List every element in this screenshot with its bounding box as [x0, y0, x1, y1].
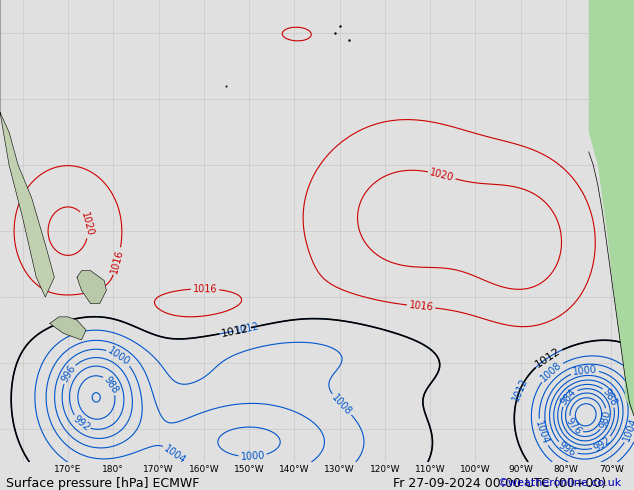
Text: 1012: 1012 — [221, 323, 250, 339]
Text: 170°E: 170°E — [55, 466, 82, 474]
Text: 170°W: 170°W — [143, 466, 174, 474]
Text: 100°W: 100°W — [460, 466, 491, 474]
Text: 1012: 1012 — [235, 321, 261, 336]
Text: 1000: 1000 — [107, 345, 132, 368]
Text: 140°W: 140°W — [279, 466, 309, 474]
Text: 1000: 1000 — [240, 451, 265, 462]
Text: 110°W: 110°W — [415, 466, 446, 474]
Text: 988: 988 — [601, 387, 619, 408]
Text: Fr 27-09-2024 00:00 UTC (00+00): Fr 27-09-2024 00:00 UTC (00+00) — [393, 477, 606, 490]
Polygon shape — [0, 0, 55, 297]
Text: 150°W: 150°W — [234, 466, 264, 474]
Polygon shape — [50, 317, 86, 340]
Text: 980: 980 — [598, 409, 612, 429]
Text: 984: 984 — [559, 387, 578, 407]
Text: 1000: 1000 — [572, 365, 597, 377]
Polygon shape — [589, 0, 634, 416]
Text: 1008: 1008 — [330, 392, 354, 417]
Text: ©weatheronline.co.uk: ©weatheronline.co.uk — [497, 478, 621, 488]
Text: 120°W: 120°W — [370, 466, 400, 474]
Text: 160°W: 160°W — [188, 466, 219, 474]
Text: 976: 976 — [564, 416, 583, 437]
Text: 996: 996 — [557, 440, 578, 458]
Text: 1004: 1004 — [533, 419, 550, 446]
Text: 1012: 1012 — [534, 345, 563, 369]
Text: 80°W: 80°W — [553, 466, 578, 474]
Text: 1004: 1004 — [162, 443, 188, 466]
Text: 1020: 1020 — [79, 211, 95, 237]
Text: 1012: 1012 — [510, 376, 529, 403]
Text: 90°W: 90°W — [508, 466, 533, 474]
Text: 1020: 1020 — [429, 167, 455, 183]
Text: 992: 992 — [592, 435, 612, 453]
Text: 1008: 1008 — [539, 360, 564, 383]
Text: 988: 988 — [102, 374, 120, 395]
Text: 992: 992 — [72, 414, 92, 433]
Text: 180°: 180° — [102, 466, 124, 474]
Text: 130°W: 130°W — [325, 466, 355, 474]
Text: 996: 996 — [60, 364, 77, 385]
Text: 1016: 1016 — [408, 300, 434, 313]
Text: 1004: 1004 — [622, 416, 634, 443]
Text: Surface pressure [hPa] ECMWF: Surface pressure [hPa] ECMWF — [6, 477, 200, 490]
Text: 1016: 1016 — [193, 284, 217, 294]
Text: 70°W: 70°W — [599, 466, 624, 474]
Polygon shape — [77, 270, 107, 304]
Text: 1016: 1016 — [110, 248, 126, 274]
